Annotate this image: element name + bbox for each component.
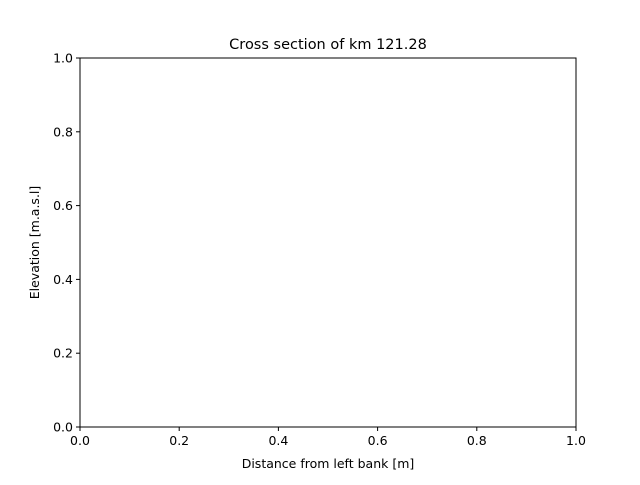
- x-tick-label: 0.8: [467, 433, 487, 448]
- y-tick-label: 0.8: [53, 124, 73, 139]
- y-tick-label: 1.0: [53, 51, 73, 66]
- y-tick-label: 0.6: [53, 198, 73, 213]
- chart-title: Cross section of km 121.28: [229, 37, 427, 53]
- x-tick-label: 0.6: [368, 433, 388, 448]
- y-axis: 0.0 0.2 0.4 0.6 0.8 1.0: [53, 51, 80, 435]
- y-tick-label: 0.2: [53, 346, 73, 361]
- x-tick-label: 0.4: [268, 433, 288, 448]
- y-tick-label: 0.4: [53, 272, 73, 287]
- x-axis: 0.0 0.2 0.4 0.6 0.8 1.0: [70, 427, 586, 448]
- x-axis-label: Distance from left bank [m]: [242, 456, 415, 471]
- axes-frame: [79, 57, 577, 428]
- x-tick-label: 0.0: [70, 433, 90, 448]
- y-tick-label: 0.0: [53, 420, 73, 435]
- x-tick-label: 1.0: [566, 433, 586, 448]
- x-tick-label: 0.2: [169, 433, 189, 448]
- y-axis-label: Elevation [m.a.s.l]: [27, 186, 42, 300]
